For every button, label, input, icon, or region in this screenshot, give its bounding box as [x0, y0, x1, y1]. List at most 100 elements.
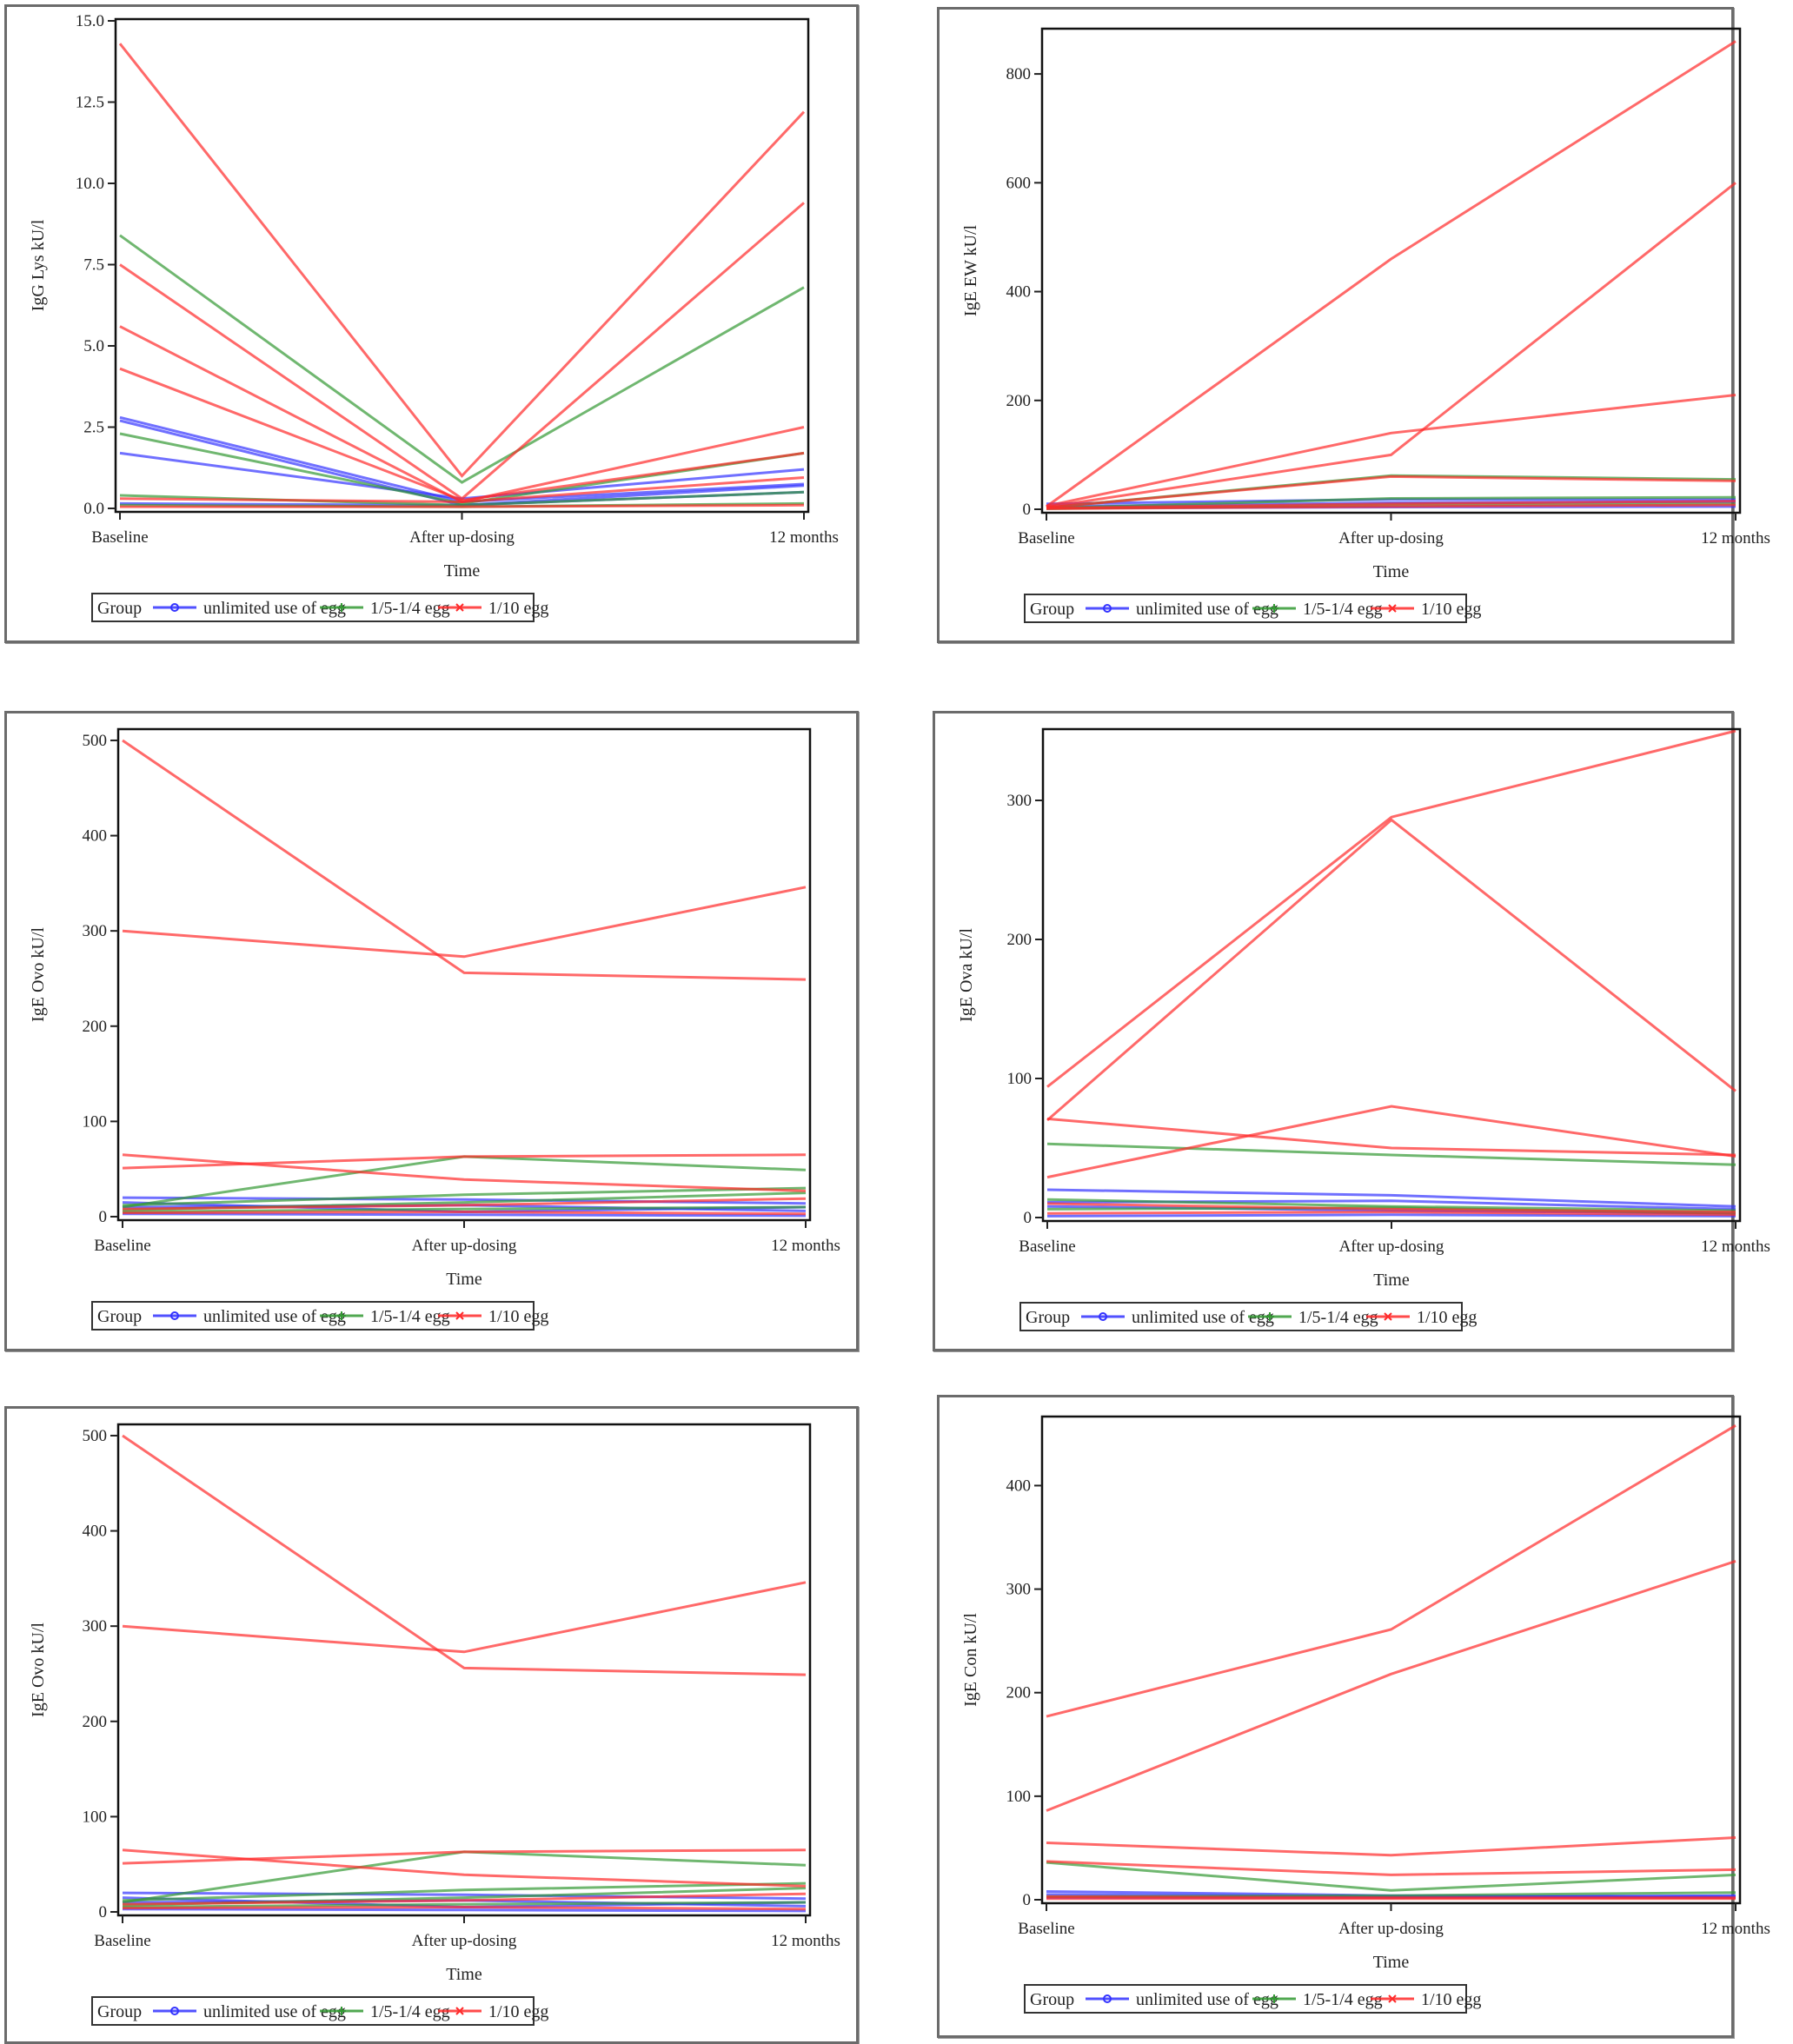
y-tick-label: 15.0	[76, 12, 104, 30]
plot-frame	[116, 1423, 812, 1917]
legend: Group unlimited use of egg 1/5-1/4 egg 1/10…	[91, 593, 548, 622]
series-line-tenth-5	[1046, 1211, 1737, 1217]
chart-panel-ige-ew: 0 200 400 600 800 Baseline After up-dosing 12 m…	[937, 7, 1770, 643]
chart-panel-ige-ovo-repeat: 0 100 200 300 400 500 Baseline After up-dosing 1…	[4, 1406, 859, 2044]
y-tick-label: 500	[83, 732, 108, 750]
series-line-tenth-0	[122, 1434, 807, 1676]
legend-entry-0: unlimited use of egg	[1086, 600, 1278, 619]
y-tick-label: 200	[1007, 931, 1033, 949]
series-line-tenth-4	[122, 1892, 807, 1906]
y-tick-label: 0.0	[83, 500, 104, 518]
legend-entry-2: 1/10 egg	[1366, 1308, 1477, 1327]
y-tick-label: 0	[99, 1208, 108, 1226]
y-tick-label: 300	[83, 1617, 108, 1636]
chart-svg: 0 100 200 300 400 500 Baseline After up-dosing 1…	[29, 1423, 840, 2026]
series-line-tenth-3	[1046, 1860, 1737, 1876]
legend-label: unlimited use of egg	[203, 599, 346, 618]
series-line-tenth-0	[1046, 729, 1737, 1088]
y-tick-label: 200	[83, 1018, 108, 1036]
legend-label: 1/5-1/4 egg	[1303, 600, 1383, 619]
x-tick-label: 12 months	[1701, 529, 1770, 548]
legend-label: 1/10 egg	[1421, 600, 1481, 619]
y-axis-title: IgE Ovo kU/l	[29, 1623, 48, 1717]
series-line-tenth-5	[122, 1210, 807, 1216]
x-tick-label: After up-dosing	[1339, 1238, 1444, 1256]
chart-svg: 0 100 200 300 Baseline After up-dosing 12 mont…	[957, 727, 1770, 1331]
legend-label: 1/10 egg	[488, 1307, 548, 1326]
x-marker-icon	[1388, 1994, 1397, 2003]
legend-label: unlimited use of egg	[1136, 600, 1278, 619]
legend-entry-1: 1/5-1/4 egg	[1248, 1308, 1378, 1327]
y-tick-label: 300	[83, 922, 108, 940]
series-layer	[122, 1434, 807, 1913]
series-line-fifth-quarter-6	[1046, 1142, 1737, 1166]
y-tick-label: 0	[99, 1903, 108, 1921]
series-line-tenth-2	[1046, 1836, 1737, 1857]
series-layer	[118, 43, 806, 508]
chart-svg: 0 100 200 300 400 Baseline After up-dosing 12 m…	[961, 1415, 1770, 2014]
y-axis-title: IgE Ova kU/l	[957, 928, 976, 1022]
legend-label: unlimited use of egg	[203, 1307, 346, 1326]
x-marker-icon	[1384, 1312, 1392, 1321]
chart-svg: 0 200 400 600 800 Baseline After up-dosing 12 m…	[961, 27, 1770, 623]
series-line-tenth-2	[1046, 1117, 1737, 1157]
y-tick-label: 400	[1006, 283, 1032, 302]
legend-entry-2: 1/10 egg	[1371, 600, 1481, 619]
series-line-unlimited-13	[122, 1908, 807, 1913]
legend-entry-1: 1/5-1/4 egg	[320, 1307, 450, 1326]
y-tick-label: 400	[83, 1523, 108, 1541]
y-axis-title: IgG Lys kU/l	[29, 219, 48, 311]
series-line-fifth-quarter-7	[122, 1881, 807, 1902]
series-line-tenth-2	[122, 1848, 807, 1888]
plus-marker-icon	[337, 2007, 346, 2015]
legend: Group unlimited use of egg 1/5-1/4 egg 1/10…	[91, 1996, 548, 2026]
y-tick-label: 200	[1006, 392, 1032, 410]
series-line-fifth-quarter-7	[119, 432, 805, 505]
legend-entry-2: 1/10 egg	[1371, 1990, 1481, 2009]
series-line-tenth-1	[1046, 818, 1737, 1122]
y-tick-label: 100	[1007, 1070, 1033, 1088]
legend-title: Group	[1026, 1308, 1070, 1327]
legend-entry-2: 1/10 egg	[438, 2002, 548, 2021]
series-line-tenth-2	[1046, 394, 1737, 508]
x-tick-label: After up-dosing	[412, 1237, 517, 1255]
plus-marker-icon	[337, 1311, 346, 1320]
y-axis-title: IgE EW kU/l	[961, 224, 980, 316]
x-tick-label: 12 months	[771, 1932, 840, 1950]
y-tick-label: 600	[1006, 174, 1032, 192]
legend-title: Group	[1030, 600, 1074, 619]
legend-label: 1/5-1/4 egg	[370, 2002, 450, 2021]
legend-label: 1/5-1/4 egg	[370, 1307, 450, 1326]
series-line-fifth-quarter-7	[1046, 1198, 1737, 1212]
y-tick-label: 300	[1006, 1581, 1032, 1599]
y-axis-title: IgE Ovo kU/l	[29, 927, 48, 1022]
plot-frame	[114, 17, 810, 514]
circle-marker-icon	[170, 603, 179, 612]
legend-entry-0: unlimited use of egg	[1081, 1308, 1274, 1327]
legend-label: 1/5-1/4 egg	[1303, 1990, 1383, 2009]
y-tick-label: 200	[83, 1713, 108, 1731]
y-tick-label: 0	[1023, 1891, 1032, 1909]
legend-label: 1/5-1/4 egg	[1298, 1308, 1378, 1327]
legend-label: unlimited use of egg	[203, 2002, 346, 2021]
plus-marker-icon	[1270, 604, 1278, 613]
y-tick-label: 500	[83, 1427, 108, 1445]
series-line-fifth-quarter-9	[122, 1205, 807, 1213]
x-marker-icon	[455, 2007, 464, 2015]
y-tick-label: 200	[1006, 1684, 1032, 1702]
series-line-tenth-1	[119, 202, 805, 501]
series-line-unlimited-10	[119, 415, 805, 504]
series-line-tenth-3	[122, 1848, 807, 1865]
x-tick-label: Baseline	[1019, 1238, 1075, 1256]
x-tick-label: 12 months	[769, 528, 839, 547]
x-axis-title: Time	[1373, 1953, 1410, 1972]
series-line-tenth-0	[1046, 1424, 1737, 1718]
y-tick-label: 7.5	[83, 256, 104, 275]
plot-frame	[116, 727, 812, 1222]
legend: Group unlimited use of egg 1/5-1/4 egg 1/10…	[1024, 594, 1481, 623]
legend-title: Group	[1030, 1990, 1074, 2009]
series-line-fifth-quarter-9	[122, 1901, 807, 1908]
x-tick-label: Baseline	[1018, 1920, 1074, 1938]
y-tick-label: 400	[83, 827, 108, 846]
circle-marker-icon	[1099, 1312, 1107, 1321]
